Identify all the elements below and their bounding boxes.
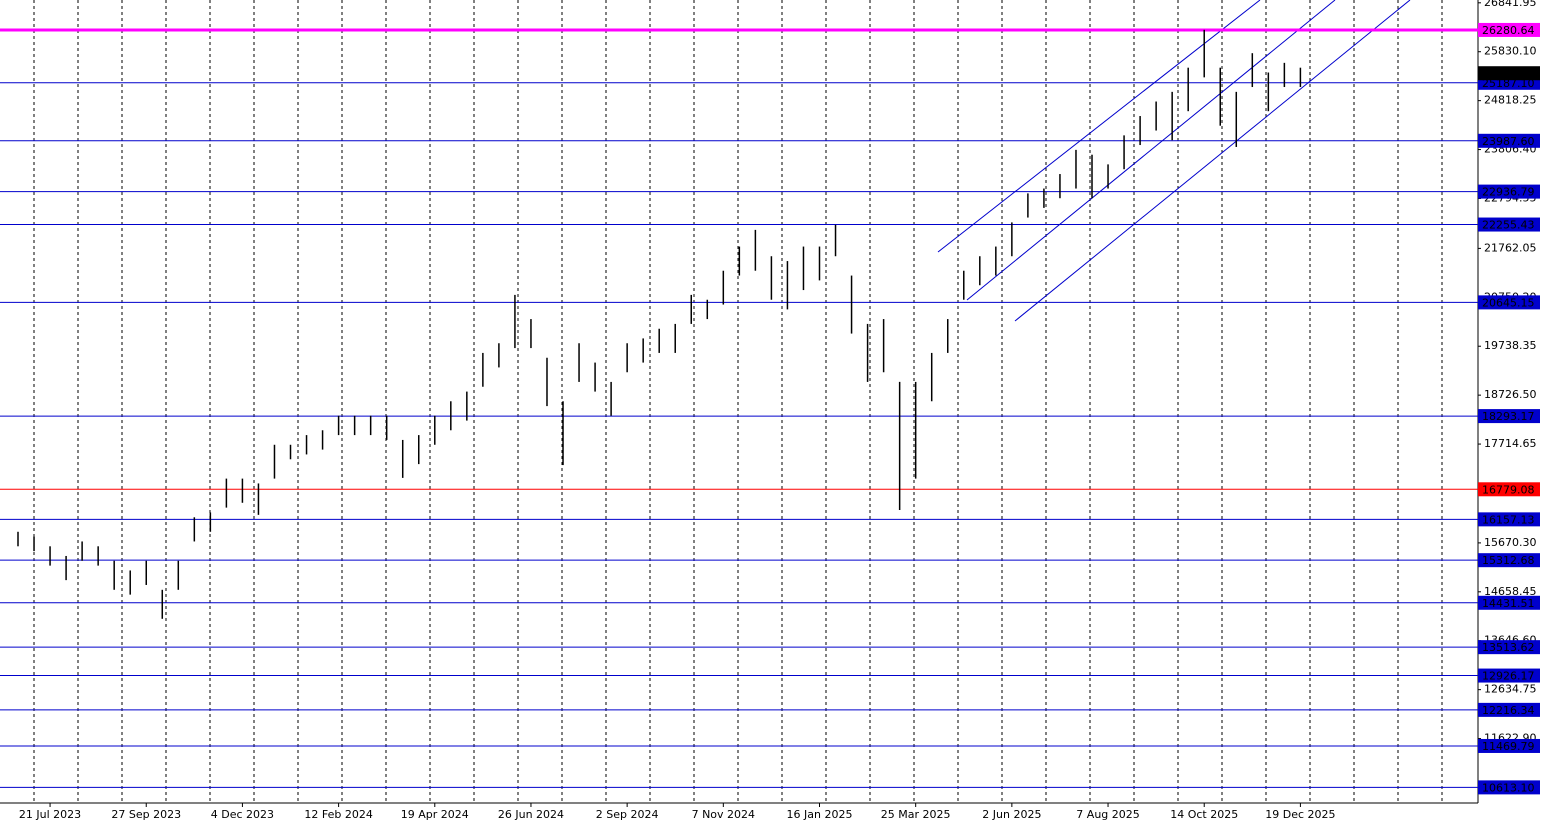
level-box xyxy=(1478,512,1540,527)
level-box xyxy=(1478,22,1540,37)
x-tick-label: 2 Jun 2025 xyxy=(982,808,1041,821)
level-box xyxy=(1478,780,1540,795)
level-box xyxy=(1478,295,1540,310)
x-tick-label: 27 Sep 2023 xyxy=(111,808,181,821)
y-tick-label: 21762.05 xyxy=(1484,241,1537,254)
level-box xyxy=(1478,553,1540,568)
x-tick-label: 19 Dec 2025 xyxy=(1265,808,1335,821)
level-label: 22936.79 xyxy=(1482,186,1535,199)
level-label: 18293.17 xyxy=(1482,410,1535,423)
x-tick-label: 14 Oct 2025 xyxy=(1170,808,1238,821)
grid xyxy=(33,0,1443,803)
x-tick-label: 16 Jan 2025 xyxy=(787,808,853,821)
level-label: 16157.13 xyxy=(1482,513,1535,526)
x-tick-label: 21 Jul 2023 xyxy=(19,808,81,821)
x-tick-label: 25 Mar 2025 xyxy=(881,808,951,821)
y-tick-label: 26841.95 xyxy=(1484,0,1537,9)
x-tick-label: 12 Feb 2024 xyxy=(304,808,372,821)
level-box xyxy=(1478,482,1540,497)
level-box xyxy=(1478,702,1540,717)
level-label: 20645.15 xyxy=(1482,296,1535,309)
level-label: 14431.51 xyxy=(1482,597,1535,610)
channel-line xyxy=(966,0,1336,301)
level-label: 15312.68 xyxy=(1482,554,1535,567)
level-label: 10613.10 xyxy=(1482,781,1535,794)
level-label: 13513.62 xyxy=(1482,641,1535,654)
y-tick-label: 25830.10 xyxy=(1484,45,1537,58)
level-box xyxy=(1478,409,1540,424)
level-box xyxy=(1478,184,1540,199)
x-tick-label: 2 Sep 2024 xyxy=(596,808,659,821)
level-label: 16779.08 xyxy=(1482,483,1535,496)
level-box xyxy=(1478,738,1540,753)
level-box xyxy=(1478,217,1540,232)
level-label: 26280.64 xyxy=(1482,24,1535,37)
channel xyxy=(937,0,1411,322)
last-price-label: 25385.40 xyxy=(1482,67,1535,80)
level-box xyxy=(1478,668,1540,683)
y-tick-label: 12634.75 xyxy=(1484,683,1537,696)
level-box xyxy=(1478,640,1540,655)
level-box xyxy=(1478,133,1540,148)
x-tick-label: 26 Jun 2024 xyxy=(498,808,564,821)
channel-line xyxy=(937,0,1261,253)
level-label: 11469.79 xyxy=(1482,740,1535,753)
y-tick-label: 24818.25 xyxy=(1484,94,1537,107)
y-tick-label: 19738.35 xyxy=(1484,339,1537,352)
x-tick-label: 7 Nov 2024 xyxy=(692,808,755,821)
y-tick-label: 14658.45 xyxy=(1484,585,1537,598)
level-label: 22255.43 xyxy=(1482,219,1535,232)
y-tick-label: 15670.30 xyxy=(1484,536,1537,549)
x-tick-label: 4 Dec 2023 xyxy=(211,808,274,821)
level-label: 12216.34 xyxy=(1482,704,1535,717)
last-price-box xyxy=(1478,66,1540,81)
x-tick-label: 19 Apr 2024 xyxy=(401,808,469,821)
level-label: 23987.60 xyxy=(1482,135,1535,148)
x-tick-label: 7 Aug 2025 xyxy=(1076,808,1139,821)
level-label: 12926.17 xyxy=(1482,670,1535,683)
level-box xyxy=(1478,595,1540,610)
y-tick-label: 18726.50 xyxy=(1484,388,1537,401)
channel-line xyxy=(1014,0,1411,322)
y-tick-label: 17714.65 xyxy=(1484,437,1537,450)
